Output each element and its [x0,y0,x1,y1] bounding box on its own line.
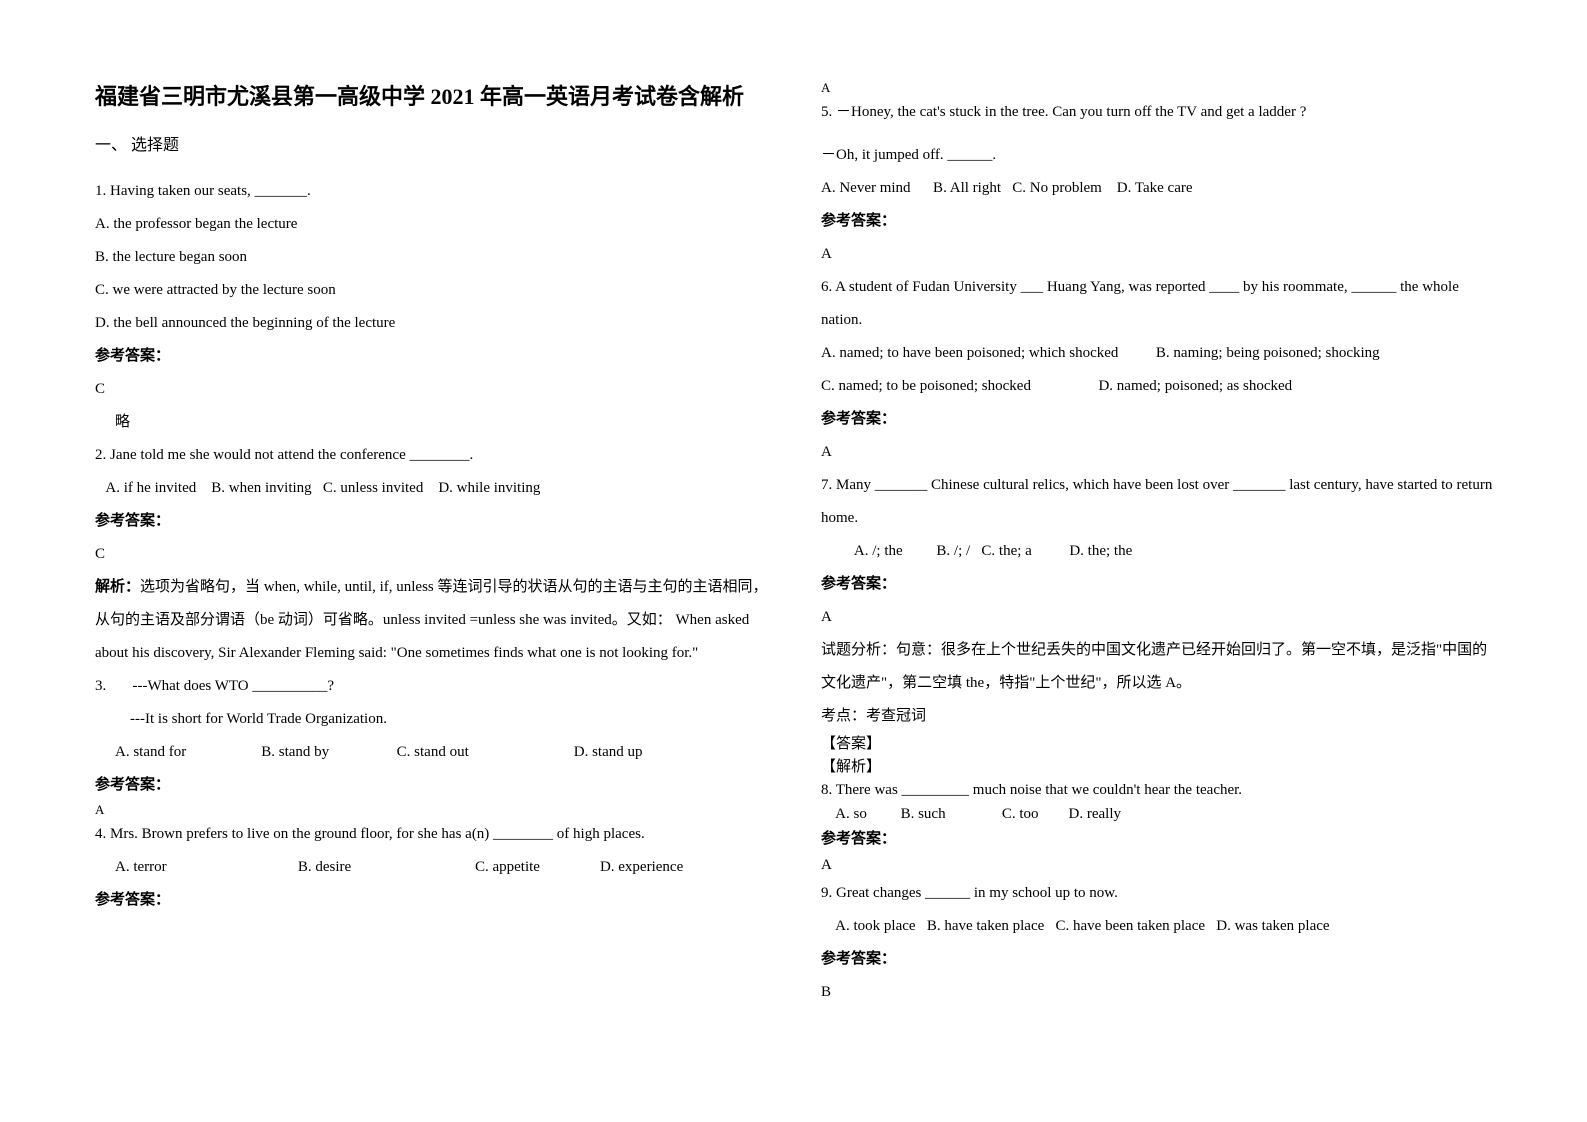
q5-options: A. Never mind B. All right C. No problem… [821,172,1497,205]
q7-text: 7. Many _______ Chinese cultural relics,… [821,469,1497,535]
answer-label: 参考答案： [821,205,1497,238]
q3-options: A. stand for B. stand by C. stand out D.… [95,736,771,769]
q6-answer: A [821,436,1497,469]
q5-line2: －Oh, it jumped off. ______. [821,139,1497,172]
q2-options: A. if he invited B. when inviting C. unl… [95,472,771,505]
document-title: 福建省三明市尤溪县第一高级中学 2021 年高一英语月考试卷含解析 [95,80,771,113]
q5-line1: 5. －Honey, the cat's stuck in the tree. … [821,96,1497,129]
q4-options: A. terror B. desire C. appetite D. exper… [95,851,771,884]
q1-answer: C [95,373,771,406]
q1-opt-c: C. we were attracted by the lecture soon [95,274,771,307]
q4-answer: A [821,80,1497,96]
q1-opt-b: B. the lecture began soon [95,241,771,274]
answer-label: 参考答案： [821,943,1497,976]
q6-line2: A. named; to have been poisoned; which s… [821,337,1497,370]
q2-answer: C [95,538,771,571]
q9-answer: B [821,976,1497,1009]
answer-label: 参考答案： [821,826,1497,853]
explain-label: 解析： [95,579,140,595]
q7-explain1: 试题分析：句意：很多在上个世纪丢失的中国文化遗产已经开始回归了。第一空不填，是泛… [821,634,1497,700]
answer-label: 参考答案： [821,568,1497,601]
q1-opt-a: A. the professor began the lecture [95,208,771,241]
q8-options: A. so B. such C. too D. really [821,802,1497,826]
q7-explain2: 考点：考查冠词 [821,700,1497,733]
q2-explain: 解析：选项为省略句，当 when, while, until, if, unle… [95,571,771,670]
q2-text: 2. Jane told me she would not attend the… [95,439,771,472]
q5-answer: A [821,238,1497,271]
q7-explain3: 【答案】 [821,733,1497,756]
right-column: A 5. －Honey, the cat's stuck in the tree… [821,80,1497,1082]
answer-label: 参考答案： [821,403,1497,436]
q7-answer: A [821,601,1497,634]
q1-text: 1. Having taken our seats, _______. [95,175,771,208]
answer-label: 参考答案： [95,340,771,373]
q9-options: A. took place B. have taken place C. hav… [821,910,1497,943]
q9-text: 9. Great changes ______ in my school up … [821,877,1497,910]
answer-label: 参考答案： [95,769,771,802]
answer-label: 参考答案： [95,505,771,538]
q8-answer: A [821,853,1497,877]
q7-options: A. /; the B. /; / C. the; a D. the; the [821,535,1497,568]
q4-text: 4. Mrs. Brown prefers to live on the gro… [95,818,771,851]
q1-opt-d: D. the bell announced the beginning of t… [95,307,771,340]
q3-answer: A [95,802,771,818]
q7-explain4: 【解析】 [821,756,1497,779]
q3-text: 3. ---What does WTO __________? [95,670,771,703]
omit: 略 [95,406,771,439]
q6-text: 6. A student of Fudan University ___ Hua… [821,271,1497,337]
left-column: 福建省三明市尤溪县第一高级中学 2021 年高一英语月考试卷含解析 一、 选择题… [95,80,771,1082]
q6-line3: C. named; to be poisoned; shocked D. nam… [821,370,1497,403]
section-header: 一、 选择题 [95,131,771,155]
q3-line2: ---It is short for World Trade Organizat… [95,703,771,736]
q2-explain-text: 选项为省略句，当 when, while, until, if, unless … [95,579,768,661]
answer-label: 参考答案： [95,884,771,917]
q8-text: 8. There was _________ much noise that w… [821,778,1497,802]
